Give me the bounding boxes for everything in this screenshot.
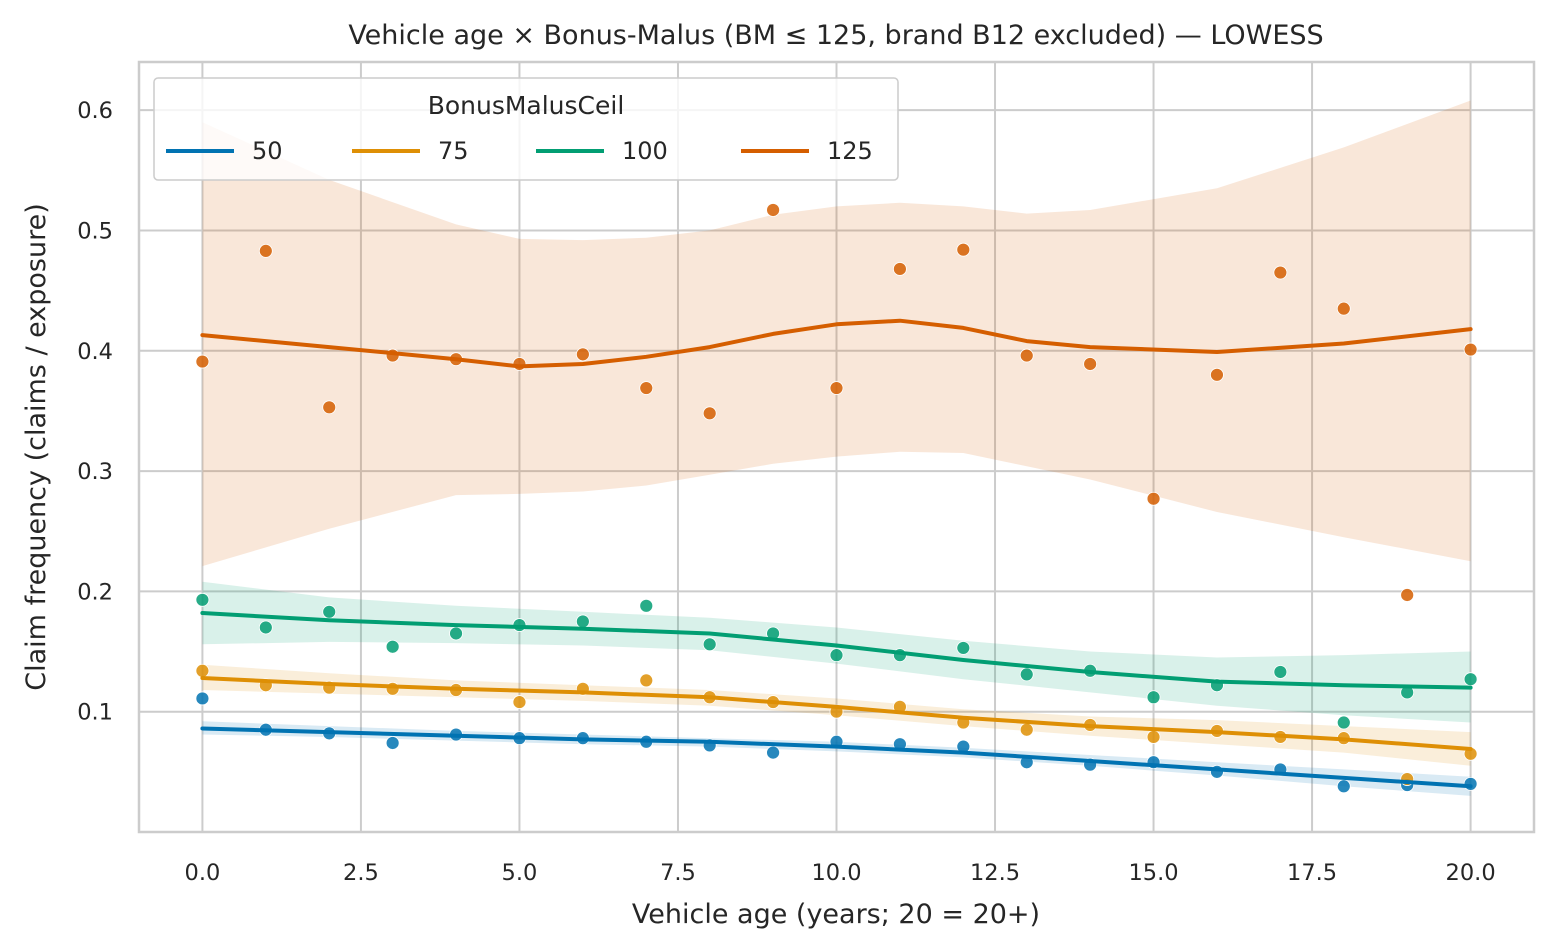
data-point-100 [1336,715,1351,730]
data-point-125 [766,203,780,217]
data-point-75 [1019,722,1034,737]
y-tick-label: 0.3 [77,459,113,485]
y-axis-label: Claim frequency (claims / exposure) [21,203,52,690]
x-tick-label: 7.5 [660,860,696,886]
data-point-100 [449,626,463,641]
data-point-125 [195,354,210,369]
y-tick-label: 0.6 [77,98,113,124]
x-tick-label: 5.0 [502,860,538,886]
data-point-125 [1336,301,1351,316]
data-point-125 [258,243,273,258]
data-point-125 [893,262,907,276]
plot-frame [137,60,1536,834]
x-tick-label: 10.0 [811,860,861,886]
data-point-125 [322,400,337,415]
data-point-125 [1273,265,1288,280]
data-point-50 [1336,779,1351,794]
data-point-125 [1463,342,1478,357]
scatter-points [195,203,1478,794]
data-point-100 [575,614,590,629]
lowess-lines [200,318,1473,789]
x-tick-label: 12.5 [970,860,1020,886]
x-tick-label: 17.5 [1287,860,1337,886]
data-point-100 [322,604,337,619]
lowess-line-75 [200,676,1473,751]
data-point-75 [1146,730,1161,744]
y-tick-labels: 0.1 0.2 0.3 0.4 0.5 0.6 [77,98,113,726]
lowess-line-100 [200,611,1473,690]
data-point-125 [956,242,971,257]
data-point-100 [1146,690,1161,705]
data-point-100 [639,598,654,613]
data-point-75 [195,663,210,678]
data-point-100 [1019,667,1034,682]
y-tick-label: 0.2 [77,579,113,605]
data-point-50 [195,691,210,706]
x-tick-label: 2.5 [343,860,379,886]
data-point-125 [1083,357,1098,371]
legend-label-125: 125 [827,137,873,165]
y-tick-label: 0.5 [77,218,113,244]
x-tick-label: 0.0 [185,860,221,886]
y-tick-label: 0.1 [77,700,113,726]
chart-title: Vehicle age × Bonus-Malus (BM ≤ 125, bra… [348,20,1323,51]
lowess-line-125 [200,318,1473,369]
data-point-100 [956,641,971,655]
legend: BonusMalusCeil 50 75 100 125 [153,77,899,181]
legend-title: BonusMalusCeil [428,91,625,120]
data-point-100 [1273,665,1288,679]
x-axis-label: Vehicle age (years; 20 = 20+) [632,899,1040,930]
data-point-100 [1463,672,1478,687]
data-point-50 [385,736,400,750]
data-point-100 [702,637,717,652]
legend-label-50: 50 [252,137,283,165]
data-point-125 [702,406,717,421]
x-tick-labels: 0.0 2.5 5.0 7.5 10.0 12.5 15.0 17.5 20.0 [185,860,1496,886]
data-point-125 [639,381,654,395]
data-point-125 [1210,367,1224,382]
data-point-100 [195,592,210,607]
data-point-100 [829,648,844,663]
y-tick-label: 0.4 [77,339,113,365]
legend-label-100: 100 [622,137,668,165]
data-point-75 [639,673,654,688]
x-tick-label: 20.0 [1446,860,1496,886]
data-point-125 [1400,588,1415,602]
data-point-125 [1019,348,1034,363]
confidence-band-125 [202,100,1471,567]
data-point-50 [766,745,780,760]
data-point-125 [829,381,844,395]
data-point-50 [1463,776,1478,791]
data-point-100 [385,639,400,654]
legend-label-75: 75 [438,137,469,165]
x-tick-label: 15.0 [1128,860,1178,886]
data-point-125 [575,347,590,362]
data-point-75 [512,695,527,709]
data-point-125 [1146,491,1161,506]
legend-box [153,77,899,181]
lowess-line-50 [200,726,1473,789]
data-point-100 [258,620,273,635]
